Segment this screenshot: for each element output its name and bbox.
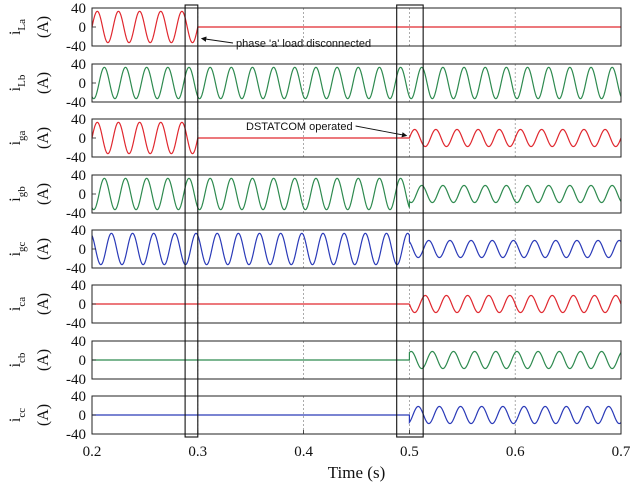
ytick-label-ica-0: 40 — [71, 278, 86, 294]
ylabel-main-iga: i — [7, 140, 24, 145]
event-window-0 — [184, 4, 199, 438]
ylabel-icc: icc — [7, 408, 28, 422]
ytick-label-icb-1: 0 — [79, 353, 87, 369]
xtick-label-1: 0.3 — [188, 444, 207, 460]
yunit-igc: (A) — [35, 238, 52, 260]
ytick-label-icc-1: 0 — [79, 408, 87, 424]
xtick-label-0: 0.2 — [83, 444, 102, 460]
ylabel-main-iLb: i — [7, 86, 24, 91]
series-ica — [92, 294, 622, 314]
panel-icb: 40 0 -40 icb (A) — [7, 334, 622, 388]
ytick-label-iLa-2: -40 — [66, 39, 86, 55]
ylabel-main-icb: i — [7, 362, 24, 367]
panel-ica: 40 0 -40 ica (A) — [7, 278, 622, 332]
x-axis-label: Time (s) — [328, 463, 385, 482]
ytick-label-iLb-0: 40 — [71, 57, 86, 73]
xtick-label-4: 0.6 — [506, 444, 525, 460]
ylabel-main-iLa: i — [7, 30, 24, 35]
annotation-text-0: phase 'a' load disconnected — [236, 38, 371, 50]
panel-igc: 40 0 -40 igc (A) — [7, 223, 622, 277]
ylabel-sub-iLa: La — [16, 19, 28, 31]
ytick-label-iLa-1: 0 — [79, 20, 87, 36]
ylabel-main-ica: i — [7, 306, 24, 311]
panel-igb: 40 0 -40 igb (A) — [7, 168, 622, 222]
ytick-label-icc-0: 40 — [71, 389, 86, 405]
annotation-arrow-1 — [355, 125, 408, 138]
series-igc — [91, 232, 622, 266]
xtick-label-3: 0.5 — [400, 444, 419, 460]
ytick-label-igc-2: -40 — [66, 261, 86, 277]
ytick-label-iga-2: -40 — [66, 150, 86, 166]
panel-icc: 40 0 -40 icc (A) — [7, 389, 622, 443]
yunit-igb: (A) — [35, 183, 52, 205]
ylabel-igc: igc — [7, 241, 28, 256]
ylabel-iLb: iLb — [7, 74, 28, 91]
ytick-label-iga-1: 0 — [79, 131, 87, 147]
yunit-icb: (A) — [35, 349, 52, 371]
ytick-label-igc-0: 40 — [71, 223, 86, 239]
ylabel-icb: icb — [7, 352, 28, 367]
ytick-label-ica-1: 0 — [79, 297, 87, 313]
ylabel-sub-igc: gc — [16, 241, 28, 252]
series-iLb — [91, 66, 622, 100]
series-iLa — [91, 10, 621, 44]
ytick-label-icb-0: 40 — [71, 334, 86, 350]
ylabel-sub-icb: cb — [16, 352, 28, 363]
series-iga — [91, 121, 622, 155]
ylabel-main-igc: i — [7, 251, 24, 256]
yunit-iLa: (A) — [35, 16, 52, 38]
series-igb — [91, 177, 622, 211]
ylabel-sub-ica: ca — [16, 297, 28, 307]
ylabel-sub-iLb: Lb — [16, 74, 28, 87]
ylabel-iga: iga — [7, 130, 28, 145]
annotations: phase 'a' load disconnected DSTATCOM oper… — [200, 36, 408, 138]
ytick-label-icc-2: -40 — [66, 427, 86, 443]
ylabel-sub-icc: cc — [16, 408, 28, 418]
ytick-label-igc-1: 0 — [79, 242, 87, 258]
yunit-ica: (A) — [35, 293, 52, 315]
yunit-iga: (A) — [35, 127, 52, 149]
ytick-label-ica-2: -40 — [66, 316, 86, 332]
panel-iLa: 40 0 -40 iLa (A) — [7, 1, 622, 55]
yunit-icc: (A) — [35, 404, 52, 426]
yunit-iLb: (A) — [35, 72, 52, 94]
ylabel-igb: igb — [7, 186, 28, 202]
ytick-label-igb-2: -40 — [66, 206, 86, 222]
series-icb — [92, 350, 622, 370]
x-axis: 0.2 0.3 0.4 0.5 0.6 0.7 Time (s) — [83, 430, 631, 482]
ytick-label-iLb-2: -40 — [66, 95, 86, 111]
event-windows — [184, 4, 424, 438]
xtick-label-5: 0.7 — [612, 444, 631, 460]
ylabel-ica: ica — [7, 297, 28, 311]
ytick-label-igb-0: 40 — [71, 168, 86, 184]
annotation-arrow-0 — [200, 36, 234, 44]
ylabel-main-igb: i — [7, 197, 24, 202]
ylabel-sub-iga: ga — [16, 130, 28, 141]
series-icc — [92, 405, 622, 425]
panel-iLb: 40 0 -40 iLb (A) — [7, 57, 622, 111]
ylabel-iLa: iLa — [7, 19, 28, 35]
ytick-label-igb-1: 0 — [79, 187, 87, 203]
event-window-1 — [396, 4, 424, 438]
ytick-label-icb-2: -40 — [66, 372, 86, 388]
ytick-label-iLb-1: 0 — [79, 76, 87, 92]
panel-iga: 40 0 -40 iga (A) — [7, 112, 622, 166]
ylabel-main-icc: i — [7, 417, 24, 422]
ytick-label-iLa-0: 40 — [71, 1, 86, 17]
ytick-label-iga-0: 40 — [71, 112, 86, 128]
ylabel-sub-igb: gb — [16, 186, 28, 198]
annotation-text-1: DSTATCOM operated — [246, 121, 353, 133]
xtick-label-2: 0.4 — [294, 444, 313, 460]
